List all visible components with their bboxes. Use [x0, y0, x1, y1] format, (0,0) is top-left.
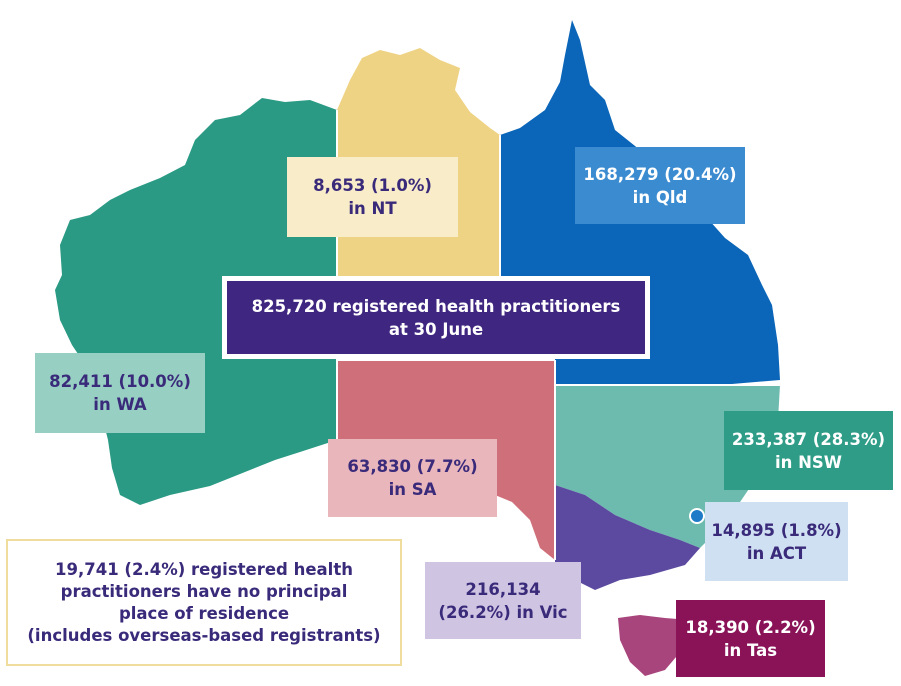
wa-count: 82,411 (10.0%) [49, 372, 191, 391]
wa-name: in WA [93, 395, 147, 414]
act-region [689, 508, 705, 524]
tas-count: 18,390 (2.2%) [685, 617, 816, 637]
npr-line2: practitioners have no principal [60, 581, 348, 601]
tas-label: 18,390 (2.2%) in Tas [676, 600, 825, 677]
qld-count: 168,279 (20.4%) [583, 164, 737, 184]
nsw-count: 233,387 (28.3%) [731, 429, 886, 449]
nt-count: 8,653 (1.0%) [313, 176, 432, 195]
vic-count: 216,134 [465, 579, 541, 599]
nsw-name: in NSW [774, 452, 843, 472]
total-line2: at 30 June [388, 319, 484, 339]
act-name: in ACT [746, 543, 807, 563]
no-principal-residence-note: 19,741 (2.4%) registered health practiti… [6, 539, 402, 666]
qld-label: 168,279 (20.4%) in Qld [575, 147, 745, 224]
tas-name: in Tas [723, 640, 778, 660]
act-label: 14,895 (1.8%) in ACT [705, 502, 848, 581]
qld-name: in Qld [632, 187, 688, 207]
nt-label: 8,653 (1.0%) in NT [287, 157, 458, 237]
tas-region [618, 615, 690, 676]
total-line1: 825,720 registered health practitioners [251, 296, 621, 316]
total-inner: 825,720 registered health practitioners … [227, 281, 645, 354]
sa-count: 63,830 (7.7%) [347, 457, 478, 476]
nsw-label: 233,387 (28.3%) in NSW [724, 411, 893, 490]
npr-line1: 19,741 (2.4%) registered health [55, 559, 353, 579]
sa-name: in SA [388, 480, 437, 499]
nt-name: in NT [348, 199, 397, 218]
vic-label: 216,134 (26.2%) in Vic [425, 562, 581, 639]
wa-label: 82,411 (10.0%) in WA [35, 353, 205, 433]
npr-line3: place of residence [118, 603, 290, 623]
total-label: 825,720 registered health practitioners … [222, 276, 650, 359]
vic-name: (26.2%) in Vic [438, 602, 568, 622]
sa-label: 63,830 (7.7%) in SA [328, 439, 497, 517]
npr-line4: (includes overseas-based registrants) [27, 625, 381, 645]
act-count: 14,895 (1.8%) [711, 520, 842, 540]
vic-region [555, 485, 700, 590]
sa-region [337, 360, 555, 560]
